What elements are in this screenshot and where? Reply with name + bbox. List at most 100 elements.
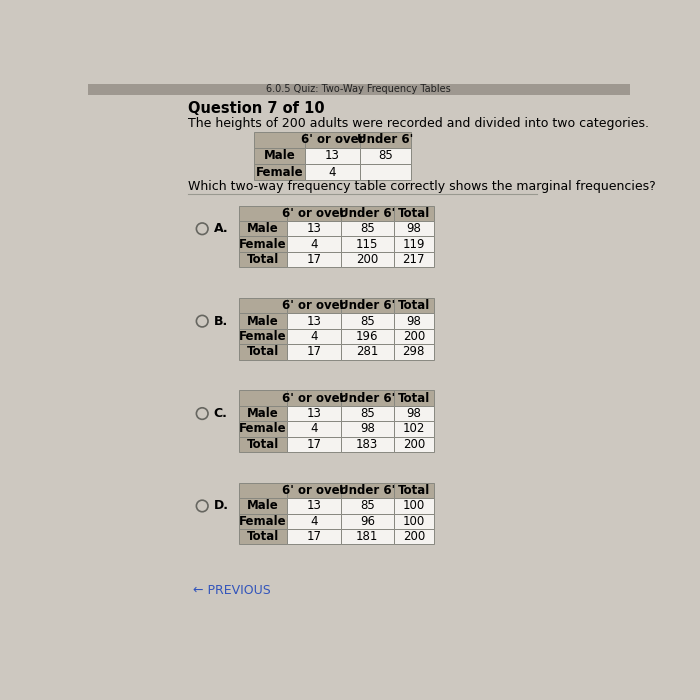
Text: Under 6': Under 6'	[340, 300, 396, 312]
Bar	[304, 132, 360, 148]
Bar	[341, 406, 393, 421]
Text: B.: B.	[214, 315, 228, 328]
Bar	[287, 514, 341, 529]
Text: Under 6': Under 6'	[340, 484, 396, 497]
Text: 98: 98	[360, 423, 374, 435]
Text: 85: 85	[360, 315, 374, 328]
Text: Female: Female	[256, 166, 303, 179]
Text: 200: 200	[356, 253, 379, 266]
Text: 85: 85	[378, 150, 393, 162]
Bar	[287, 237, 341, 252]
Bar	[341, 498, 393, 514]
Bar	[239, 498, 287, 514]
Bar	[393, 221, 434, 237]
Text: 13: 13	[325, 150, 340, 162]
Bar	[239, 298, 287, 314]
Bar	[254, 164, 304, 180]
Text: Under 6': Under 6'	[358, 133, 414, 146]
Text: 85: 85	[360, 500, 374, 512]
Bar	[239, 421, 287, 437]
Text: 281: 281	[356, 346, 379, 358]
Bar	[287, 406, 341, 421]
Bar	[239, 252, 287, 267]
Bar	[341, 252, 393, 267]
Bar	[393, 314, 434, 329]
Text: Total: Total	[398, 392, 430, 405]
Bar	[304, 164, 360, 180]
Bar	[88, 84, 630, 95]
Bar	[393, 437, 434, 452]
Bar	[239, 391, 287, 406]
Text: 115: 115	[356, 238, 379, 251]
Bar	[287, 329, 341, 344]
Text: 17: 17	[307, 346, 321, 358]
Bar	[239, 206, 287, 221]
Bar	[287, 206, 341, 221]
Text: Male: Male	[247, 407, 279, 420]
Text: Female: Female	[239, 238, 286, 251]
Bar	[287, 437, 341, 452]
Text: Total: Total	[398, 484, 430, 497]
Bar	[287, 314, 341, 329]
Bar	[287, 529, 341, 545]
Bar	[341, 298, 393, 314]
Text: Which two-way frequency table correctly shows the marginal frequencies?: Which two-way frequency table correctly …	[188, 180, 656, 193]
Bar	[287, 391, 341, 406]
Text: Total: Total	[246, 253, 279, 266]
Text: Total: Total	[246, 531, 279, 543]
Text: 183: 183	[356, 438, 379, 451]
Bar	[393, 252, 434, 267]
Text: ← PREVIOUS: ← PREVIOUS	[193, 584, 271, 597]
Text: 100: 100	[402, 515, 425, 528]
Text: 4: 4	[310, 330, 318, 343]
Bar	[341, 329, 393, 344]
Bar	[341, 483, 393, 498]
Bar	[393, 344, 434, 360]
Text: 6' or over: 6' or over	[282, 392, 346, 405]
Text: D.: D.	[214, 500, 229, 512]
Text: 4: 4	[329, 166, 336, 179]
Bar	[239, 514, 287, 529]
Bar	[393, 529, 434, 545]
Text: 98: 98	[406, 223, 421, 235]
Bar	[393, 406, 434, 421]
Bar	[393, 298, 434, 314]
Bar	[393, 498, 434, 514]
Bar	[341, 314, 393, 329]
Text: 17: 17	[307, 531, 321, 543]
Bar	[393, 206, 434, 221]
Bar	[254, 132, 304, 148]
Text: 85: 85	[360, 223, 374, 235]
Text: 217: 217	[402, 253, 425, 266]
Bar	[287, 421, 341, 437]
Text: 181: 181	[356, 531, 379, 543]
Text: 4: 4	[310, 238, 318, 251]
Bar	[393, 421, 434, 437]
Text: 6' or over: 6' or over	[282, 300, 346, 312]
Text: 4: 4	[310, 423, 318, 435]
Bar	[341, 237, 393, 252]
Bar	[239, 314, 287, 329]
Text: 200: 200	[402, 330, 425, 343]
Bar	[287, 298, 341, 314]
Text: Female: Female	[239, 330, 286, 343]
Text: 98: 98	[406, 407, 421, 420]
Text: 298: 298	[402, 346, 425, 358]
Bar	[239, 329, 287, 344]
Text: 102: 102	[402, 423, 425, 435]
Text: Male: Male	[247, 315, 279, 328]
Text: 200: 200	[402, 531, 425, 543]
Bar	[254, 148, 304, 164]
Text: 98: 98	[406, 315, 421, 328]
Text: 13: 13	[307, 223, 321, 235]
Bar	[239, 483, 287, 498]
Text: Total: Total	[246, 438, 279, 451]
Bar	[239, 237, 287, 252]
Bar	[239, 529, 287, 545]
Text: Female: Female	[239, 423, 286, 435]
Bar	[393, 329, 434, 344]
Bar	[393, 237, 434, 252]
Bar	[239, 437, 287, 452]
Text: Under 6': Under 6'	[340, 207, 396, 220]
Text: C.: C.	[214, 407, 228, 420]
